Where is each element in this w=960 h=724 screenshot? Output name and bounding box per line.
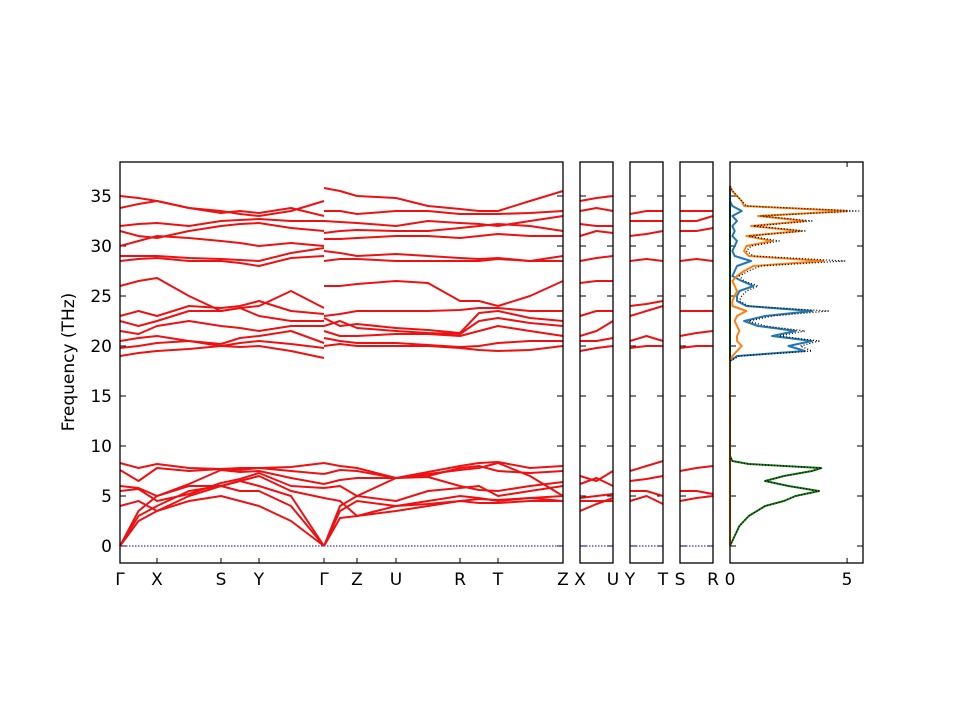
band — [579, 230, 614, 237]
band — [119, 200, 564, 217]
x-tick-label: R — [707, 570, 719, 590]
band — [119, 187, 564, 217]
x-tick-label: 0 — [725, 570, 736, 590]
band — [629, 210, 663, 215]
x-tick-label: T — [492, 570, 504, 590]
axes-frame — [579, 161, 614, 564]
x-tick-label: S — [675, 570, 686, 590]
band — [579, 195, 614, 202]
band — [119, 475, 564, 517]
band — [679, 465, 714, 472]
band — [679, 495, 714, 502]
axes-frame — [629, 161, 664, 564]
y-axis-label: Frequency (THz) — [59, 293, 79, 432]
band — [119, 300, 563, 317]
y-tick-label: 20 — [90, 337, 112, 357]
band — [119, 325, 564, 345]
band — [579, 310, 613, 317]
band — [579, 207, 614, 212]
x-tick-label: U — [607, 570, 619, 590]
band — [580, 337, 614, 342]
band — [579, 320, 614, 337]
y-tick-label: 0 — [101, 537, 112, 557]
band — [119, 277, 564, 312]
band — [679, 345, 713, 349]
band — [629, 305, 664, 317]
band — [579, 345, 614, 352]
band — [629, 258, 664, 262]
x-tick-label: X — [151, 570, 163, 590]
band — [119, 461, 564, 479]
x-tick-label: U — [390, 570, 402, 590]
y-tick-label: 15 — [90, 387, 112, 407]
band — [579, 477, 614, 487]
band — [579, 470, 614, 482]
band — [119, 472, 564, 502]
band — [630, 490, 664, 497]
x-tick-label: Y — [624, 570, 636, 590]
x-tick-label: Z — [351, 570, 363, 590]
band — [629, 300, 664, 307]
band — [679, 330, 714, 337]
axes-frame — [729, 161, 864, 564]
band — [120, 247, 564, 262]
band — [680, 227, 714, 232]
band — [579, 223, 613, 227]
band — [629, 475, 664, 482]
x-tick-label: R — [454, 570, 466, 590]
band — [579, 493, 614, 499]
x-tick-label: X — [574, 570, 586, 590]
band — [680, 490, 714, 495]
band — [119, 337, 563, 349]
x-tick-label: 5 — [842, 570, 853, 590]
y-tick-label: 5 — [101, 487, 112, 507]
x-tick-label: Γ — [319, 570, 329, 590]
band — [629, 460, 664, 472]
x-tick-label: Z — [557, 570, 569, 590]
x-tick-label: Y — [253, 570, 265, 590]
band — [629, 345, 663, 349]
x-tick-label: T — [657, 570, 669, 590]
axes-frame — [119, 161, 564, 564]
band — [629, 335, 664, 342]
x-tick-label: Γ — [115, 570, 125, 590]
band — [119, 222, 564, 239]
y-tick-label: 10 — [90, 437, 112, 457]
band — [629, 495, 664, 505]
band — [119, 215, 564, 227]
band — [629, 230, 664, 237]
band — [680, 215, 714, 222]
y-tick-label: 35 — [90, 187, 112, 207]
x-tick-label: S — [216, 570, 227, 590]
band — [679, 258, 714, 262]
dos-curve — [729, 185, 860, 547]
band — [579, 255, 614, 262]
y-tick-label: 25 — [90, 287, 112, 307]
axes-frame — [679, 161, 714, 564]
band — [119, 233, 563, 247]
y-tick-label: 30 — [90, 237, 112, 257]
band — [579, 280, 613, 284]
